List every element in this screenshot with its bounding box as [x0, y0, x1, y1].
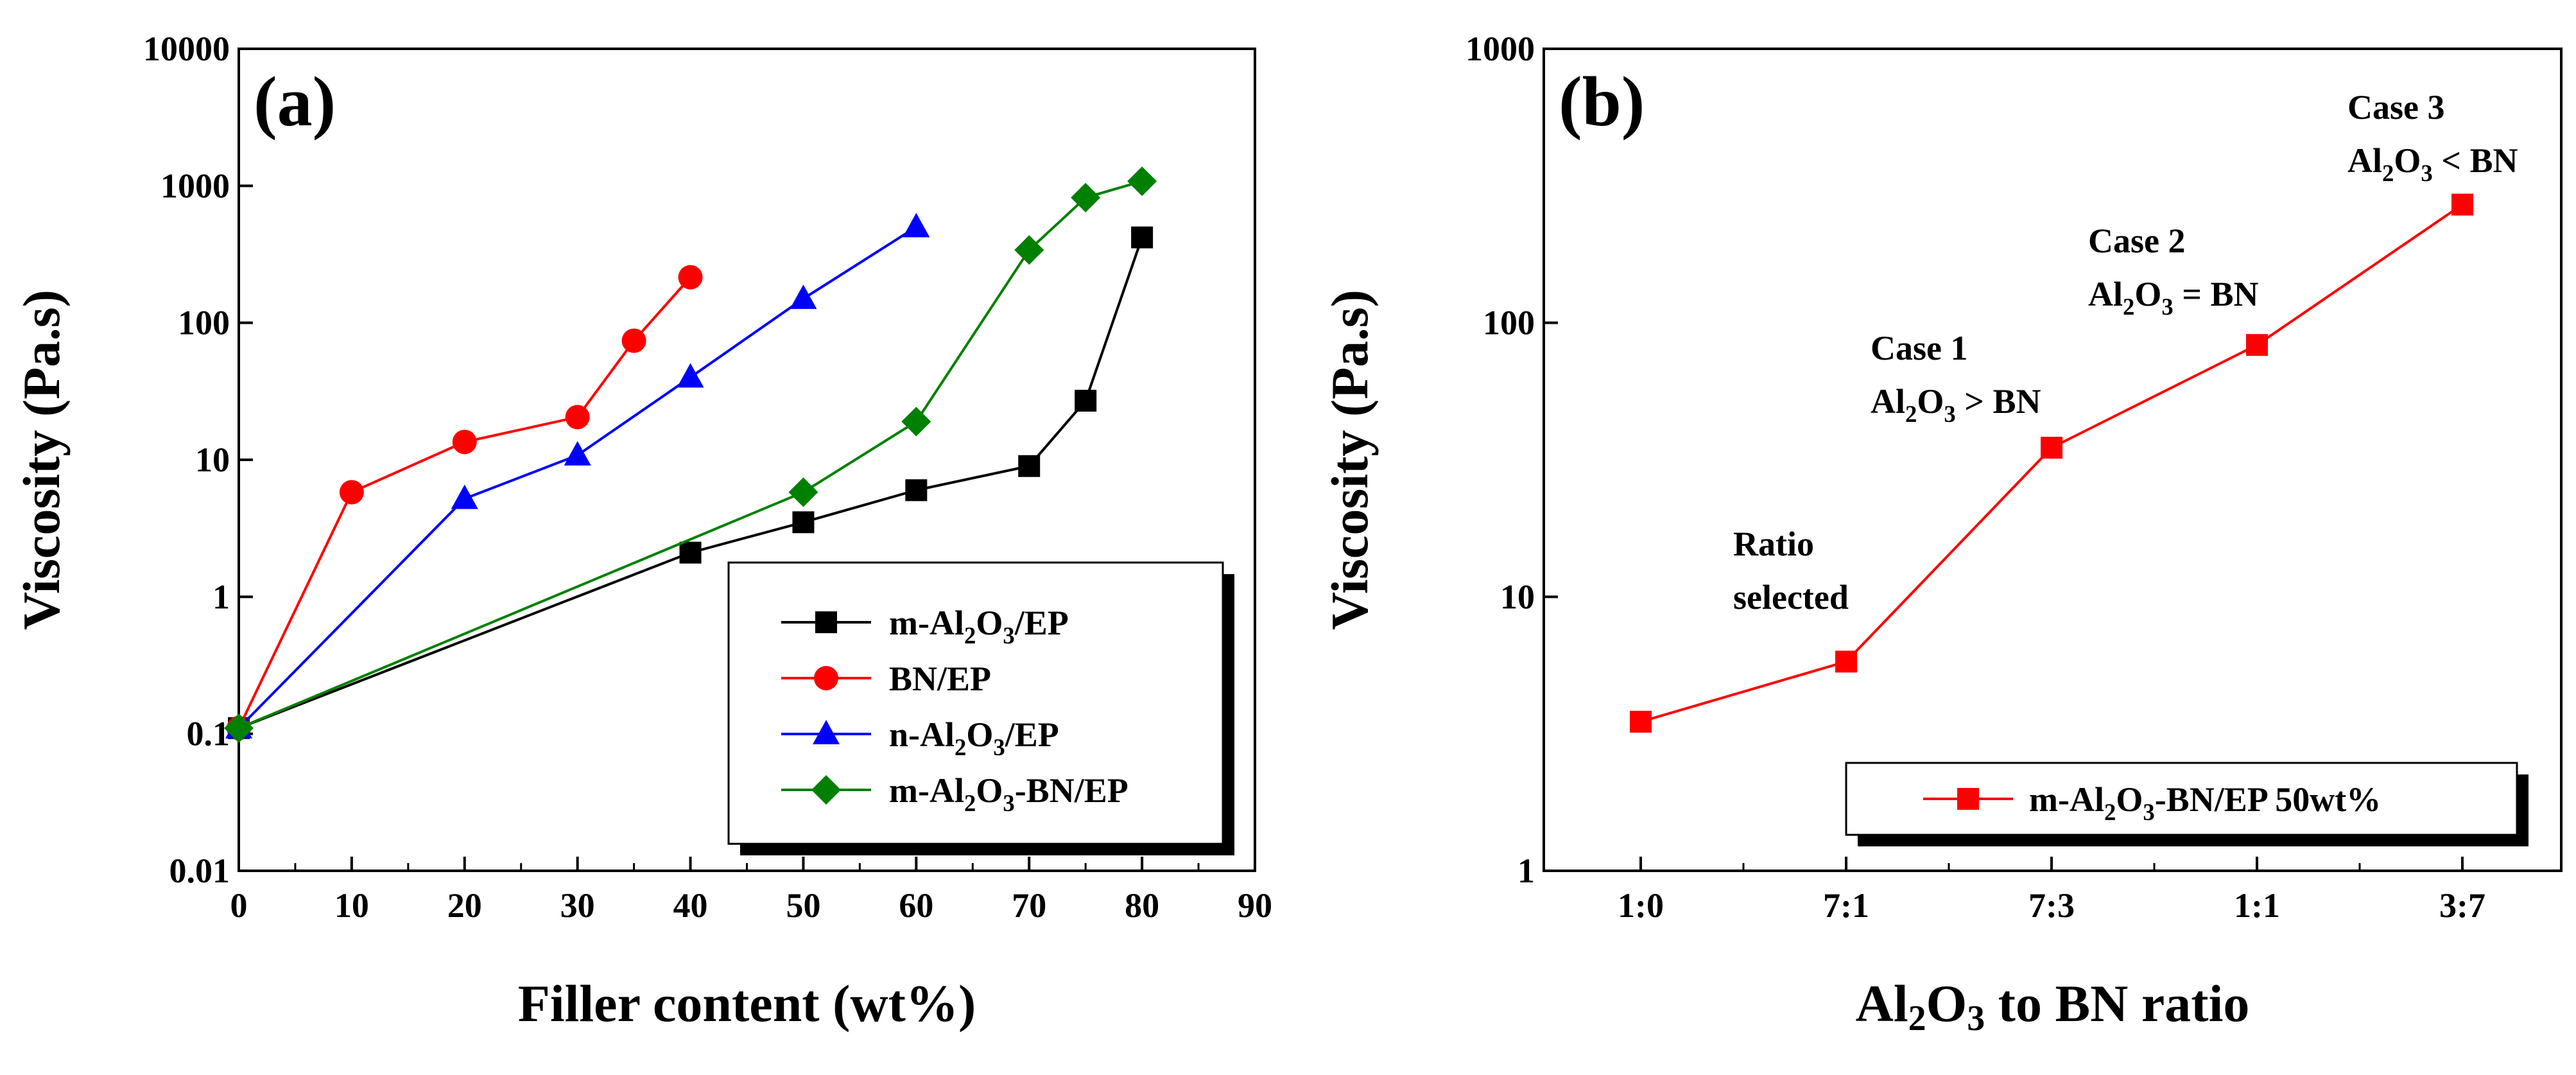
legend-label: m-Al2O3/EP	[889, 604, 1069, 649]
data-point	[2246, 334, 2268, 356]
data-point	[1630, 710, 1652, 733]
x-tick-label-a: 40	[673, 886, 708, 925]
y-tick-label-a: 100	[178, 304, 230, 342]
data-point	[224, 713, 254, 743]
x-tick-label-a: 70	[1012, 886, 1046, 925]
series-line	[238, 225, 917, 730]
annotation-3: Case 3 Al2O3 < BN	[2347, 88, 2518, 186]
data-point	[564, 441, 591, 466]
x-axis-title-b: Al2O3 to BN ratio	[1856, 974, 2250, 1038]
y-axis-title-b: Viscosity (Pa.s)	[1320, 290, 1379, 630]
legend-label: BN/EP	[889, 660, 991, 698]
y-tick-label-a: 1	[212, 577, 230, 616]
x-tick-label-a: 30	[560, 886, 595, 925]
data-point	[792, 511, 815, 534]
x-tick-label-a: 0	[230, 886, 248, 925]
annotation-line: Al2O3 < BN	[2347, 141, 2518, 186]
legend-marker	[814, 666, 838, 690]
y-tick-label-a: 10000	[143, 30, 230, 68]
data-point	[1071, 182, 1101, 213]
data-point	[1131, 226, 1154, 249]
data-point	[565, 405, 590, 430]
annotation-line: Case 2	[2088, 222, 2185, 260]
annotation-line: Case 1	[1871, 329, 1967, 367]
y-tick-label-b: 1	[1517, 852, 1535, 890]
series-b-0	[1630, 193, 2473, 733]
data-point	[1018, 455, 1041, 477]
annotation-0: Ratio selected	[1733, 525, 1849, 616]
series-line	[1640, 203, 2464, 723]
data-point	[1075, 389, 1097, 412]
data-point	[790, 284, 817, 310]
panel-label-b: (b)	[1559, 62, 1645, 141]
panel-label-a: (a)	[254, 62, 336, 141]
x-tick-label-b: 7:1	[1823, 886, 1869, 925]
annotation-line: selected	[1733, 578, 1849, 616]
legend-marker	[811, 775, 841, 805]
x-tick-label-a: 90	[1238, 886, 1272, 925]
x-tick-label-a: 60	[899, 886, 933, 925]
annotation-line: Case 3	[2347, 88, 2444, 127]
legend-marker	[813, 720, 840, 744]
y-axis-title-a: Viscosity (Pa.s)	[12, 290, 71, 630]
legend-marker	[815, 611, 837, 633]
legend-a: m-Al2O3/EP BN/EP n-Al2O3/EP m-Al2O3-BN/EP	[727, 561, 1234, 855]
series-a-3	[224, 166, 1157, 743]
data-point	[2451, 193, 2473, 216]
data-point	[1014, 235, 1044, 265]
y-tick-label-a: 0.1	[187, 715, 230, 753]
y-tick-label-b: 1000	[1465, 30, 1535, 68]
annotation-1: Case 1 Al2O3 > BN	[1871, 329, 2041, 427]
y-tick-label-a: 1000	[160, 166, 230, 205]
x-tick-label-b: 7:3	[2028, 886, 2075, 925]
data-point	[901, 406, 931, 437]
legend-label: m-Al2O3-BN/EP	[889, 771, 1128, 816]
data-point	[2041, 437, 2062, 459]
data-point	[679, 541, 702, 564]
chart-a: 0 10 20 30 40 50 60 70 80 90 0.01 0.1 1 10 100 1000 1000…	[12, 30, 1272, 1033]
legend-box	[727, 561, 1224, 845]
x-tick-label-a: 50	[786, 886, 820, 925]
x-tick-label-a: 80	[1125, 886, 1159, 925]
annotation-line: Ratio	[1733, 525, 1814, 563]
y-tick-label-a: 10	[195, 441, 230, 479]
chart-b: 1:0 7:1 7:3 1:1 3:7 1 10 100 1000 Al2O3 to BN rat…	[1320, 30, 2563, 1038]
series-line	[238, 276, 692, 729]
data-point	[621, 328, 646, 353]
annotation-2: Case 2 Al2O3 = BN	[2088, 222, 2259, 320]
x-tick-label-b: 1:0	[1618, 886, 1664, 925]
data-point	[678, 265, 703, 290]
data-point	[1835, 651, 1857, 673]
legend-label: n-Al2O3/EP	[889, 715, 1059, 760]
x-tick-label-a: 10	[334, 886, 369, 925]
legend-marker	[1957, 788, 1979, 810]
data-point	[452, 430, 477, 455]
x-tick-label-a: 20	[447, 886, 482, 925]
data-point	[451, 484, 478, 509]
x-tick-label-b: 3:7	[2439, 886, 2485, 925]
y-tick-label-b: 10	[1500, 577, 1535, 616]
legend-b: m-Al2O3-BN/EP 50wt%	[1845, 762, 2528, 846]
data-point	[905, 479, 928, 502]
annotation-line: Al2O3 = BN	[2088, 275, 2259, 320]
annotation-line: Al2O3 > BN	[1871, 382, 2041, 427]
data-point	[788, 477, 818, 507]
data-point	[339, 480, 364, 505]
x-axis-title-a: Filler content (wt%)	[518, 974, 976, 1033]
data-point	[1127, 166, 1157, 197]
y-tick-label-b: 100	[1483, 304, 1535, 342]
data-point	[903, 213, 930, 238]
data-point	[677, 363, 704, 388]
y-tick-label-a: 0.01	[169, 852, 230, 890]
x-tick-label-b: 1:1	[2234, 886, 2280, 925]
legend-label: m-Al2O3-BN/EP 50wt%	[2029, 780, 2381, 825]
